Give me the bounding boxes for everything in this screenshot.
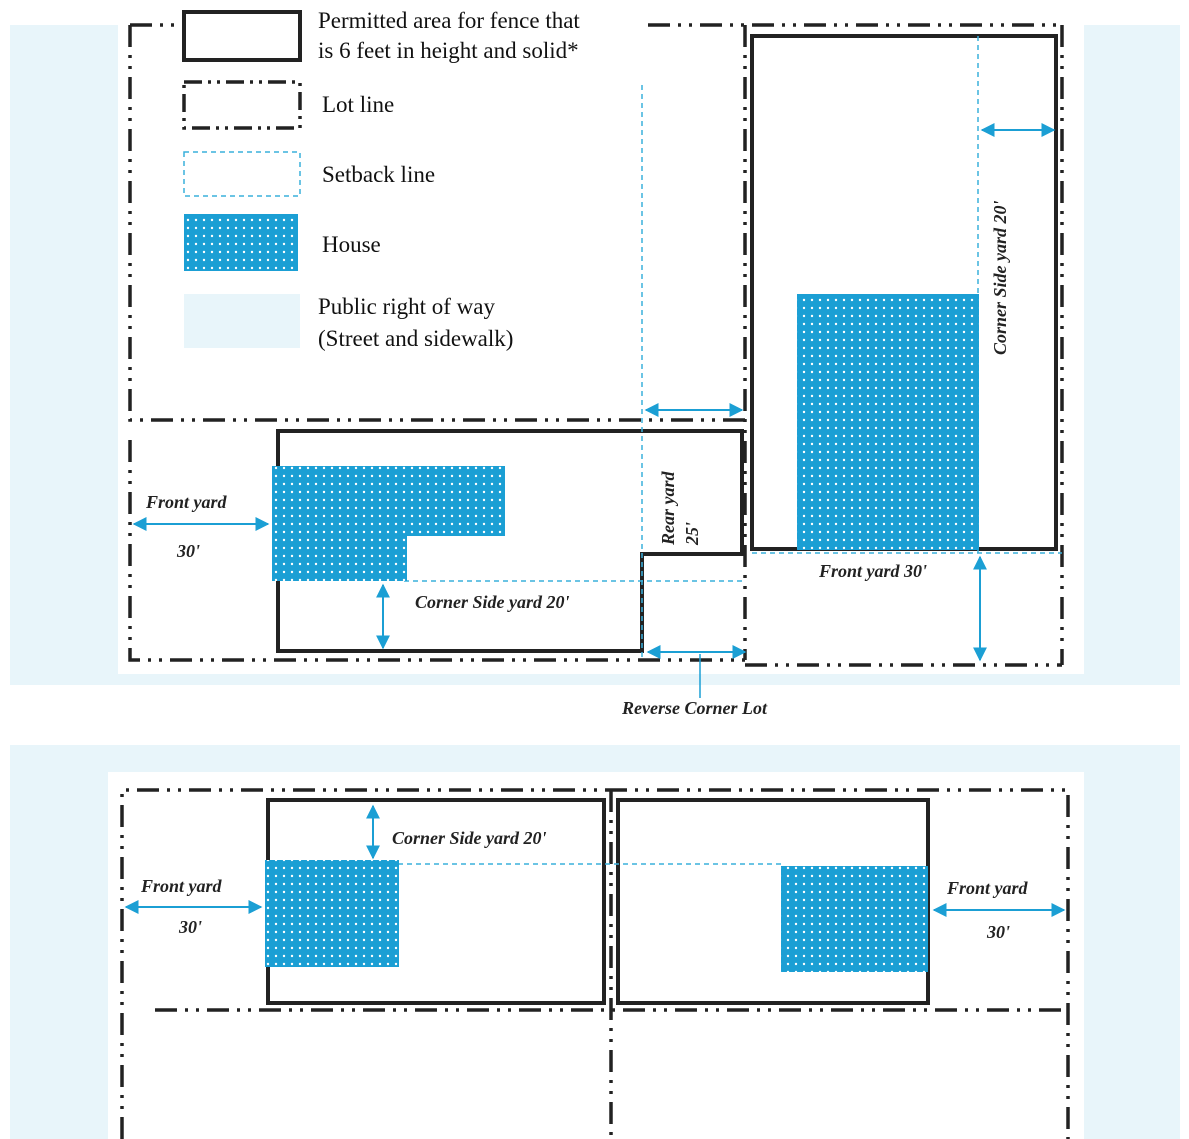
lot-lines-2 (120, 788, 1070, 1139)
front-yard-dist-2-right: 30' (986, 922, 1010, 942)
corner-side-yard-label-2: Corner Side yard 20' (392, 828, 547, 848)
legend-house-swatch (184, 214, 298, 271)
legend-setback-swatch (183, 151, 301, 197)
corner-side-yard-label-right: Corner Side yard 20' (990, 200, 1010, 355)
legend-fence-swatch (182, 10, 302, 62)
reverse-corner-lot-caption: Reverse Corner Lot (621, 698, 768, 718)
lot-lines-1 (128, 23, 1064, 667)
legend-row-swatch (184, 294, 300, 348)
dimension-arrows-2 (124, 804, 1066, 917)
front-yard-label-2-right: Front yard (946, 878, 1029, 898)
front-yard-dist-1: 30' (176, 541, 200, 561)
dimension-arrows-1 (132, 123, 1056, 698)
corner-side-yard-label-1: Corner Side yard 20' (415, 592, 570, 612)
legend-fence-line2: is 6 feet in height and solid* (318, 38, 579, 63)
house-left (272, 466, 505, 581)
legend-setback-label: Setback line (322, 162, 435, 187)
front-yard-label-2-left: Front yard (140, 876, 223, 896)
front-yard-label-right: Front yard 30' (818, 561, 927, 581)
setback-lines-1 (404, 36, 1062, 660)
legend-lot-line-label: Lot line (322, 92, 394, 117)
front-yard-label-1: Front yard (145, 492, 228, 512)
diagram-reverse-corner-lot: Front yard 30' Corner Side yard 20' Rear… (128, 23, 1064, 718)
legend-row-line1: Public right of way (318, 294, 495, 319)
rear-yard-dist: 25' (682, 522, 702, 546)
house-2b (781, 866, 928, 972)
legend-fence-line1: Permitted area for fence that (318, 8, 580, 33)
legend-lot-line-swatch (182, 80, 302, 130)
legend: Permitted area for fence that is 6 feet … (182, 8, 580, 351)
house-2a (265, 860, 399, 967)
legend-row-line2: (Street and sidewalk) (318, 326, 513, 351)
rear-yard-label: Rear yard (658, 471, 678, 546)
front-yard-dist-2-left: 30' (178, 917, 202, 937)
legend-house-label: House (322, 232, 381, 257)
house-right (797, 294, 979, 550)
diagram-corner-lots: Corner Side yard 20' Front yard 30' Fron… (120, 788, 1070, 1139)
